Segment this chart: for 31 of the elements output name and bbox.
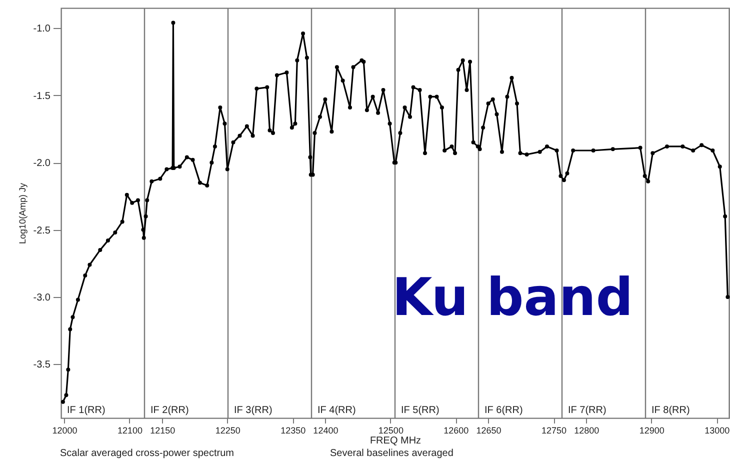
annotation: IF 1(RR) (67, 405, 106, 416)
y-tick-label: -2.0 (33, 158, 51, 170)
x-tick-label: 12150 (150, 426, 176, 436)
text: Several baselines averaged (330, 448, 454, 459)
y-tick-label: -1.0 (33, 24, 51, 35)
ref-line-label: IF 5(RR) (401, 405, 440, 416)
x-tick-label: 12800 (574, 426, 600, 436)
y-tick-label: -3.0 (33, 292, 51, 304)
ref-line-label: IF 6(RR) (484, 405, 523, 416)
ref-line-label: IF 4(RR) (318, 405, 356, 416)
x-tick-label: 13000 (704, 426, 730, 436)
x-tick-label: 12350 (280, 426, 306, 436)
text: Scalar averaged cross-power spectrum (60, 448, 234, 459)
x-tick-label: 12650 (476, 426, 502, 436)
ref-line-label: IF 3(RR) (234, 405, 272, 416)
x-tick-label: 12600 (444, 426, 469, 436)
x-axis-title: FREQ MHz (370, 436, 422, 446)
y-axis-title: Log10(Amp) Jy (17, 182, 28, 244)
y-tick-label: -2.5 (33, 225, 51, 236)
y-tick-label: -3.5 (33, 360, 51, 371)
x-tick-label: 12500 (378, 426, 404, 436)
x-tick-label: 12250 (215, 426, 240, 436)
x-tick-label: 12750 (542, 426, 567, 436)
ref-line-label: IF 7(RR) (568, 405, 606, 416)
x-tick-label: 12100 (117, 426, 143, 436)
ref-line-label: IF 2(RR) (150, 405, 189, 416)
y-tick-label: -1.5 (33, 90, 51, 102)
x-tick-label: 12400 (313, 426, 338, 436)
x-tick-label: 12000 (52, 426, 78, 436)
ref-line-label: IF 8(RR) (652, 405, 690, 416)
x-tick-label: 12900 (639, 426, 664, 436)
